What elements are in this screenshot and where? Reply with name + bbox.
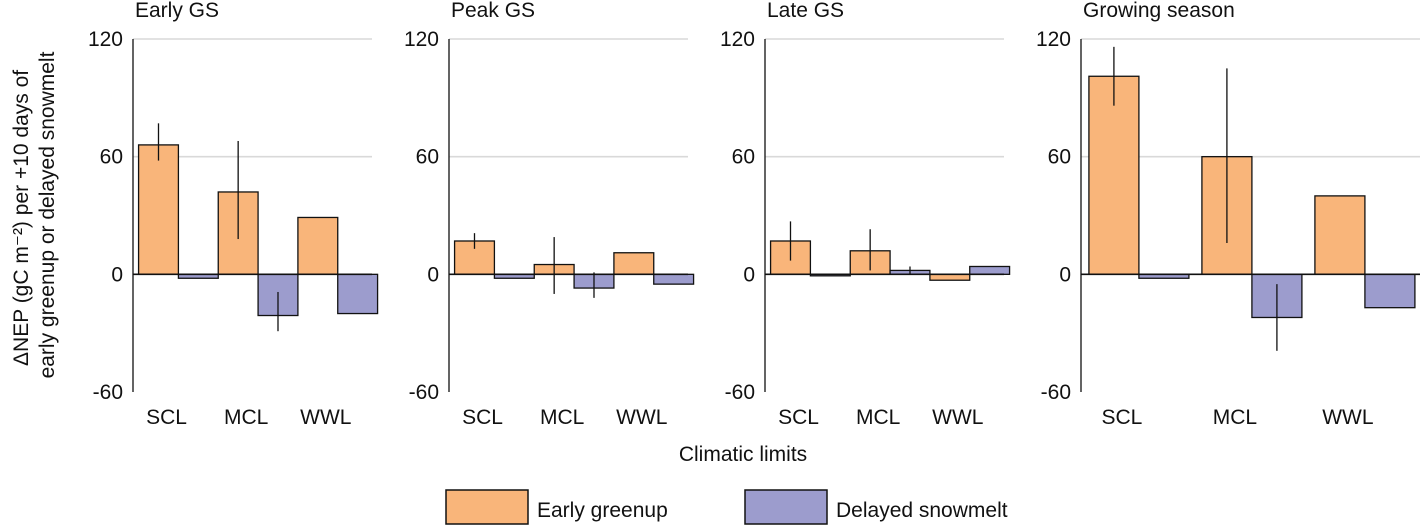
x-tick-label: WWL (932, 406, 983, 429)
legend-swatch-delayed-snowmelt (744, 489, 828, 525)
x-tick-label: MCL (540, 406, 584, 429)
y-tick-label: 120 (720, 28, 755, 51)
y-tick-label: 60 (100, 146, 123, 169)
legend: Early greenup Delayed snowmelt (445, 489, 1008, 525)
panel-title: Early GS (135, 0, 219, 22)
bar-scl-early-greenup (1088, 75, 1140, 275)
x-tick-label: SCL (1101, 406, 1142, 429)
y-tick-label: 60 (416, 146, 439, 169)
bar-wwl-delayed-snowmelt (337, 273, 379, 315)
y-tick-label: 120 (1036, 28, 1071, 51)
legend-label-early-greenup: Early greenup (537, 499, 668, 522)
y-axis-label: ΔNEP (gC m⁻²) per +10 days of early gree… (10, 51, 59, 378)
y-axis-label-line2: early greenup or delayed snowmelt (36, 51, 59, 378)
y-tick-label: -60 (725, 381, 755, 404)
chart-panels: Early GS 120 60 0 -60 SCL MCL WWL Peak GS 120 60 0 -… (88, 0, 1420, 429)
y-tick-label: 0 (427, 263, 439, 286)
panel-peak-gs: Peak GS 120 60 0 -60 SCL MCL WWL (404, 0, 695, 429)
bar-wwl-delayed-snowmelt (653, 273, 695, 285)
y-tick-label: -60 (1041, 381, 1071, 404)
panel-title: Peak GS (451, 0, 535, 22)
y-tick-label: -60 (93, 381, 123, 404)
x-tick-label: MCL (224, 406, 268, 429)
legend-swatch-early-greenup (445, 489, 529, 525)
panel-early-gs: Early GS 120 60 0 -60 SCL MCL WWL (88, 0, 379, 429)
bar-wwl-early-greenup (929, 273, 971, 281)
y-axis-label-line1: ΔNEP (gC m⁻²) per +10 days of (10, 70, 33, 366)
y-tick-label: 60 (1048, 146, 1071, 169)
bar-wwl-early-greenup (297, 216, 339, 275)
x-tick-label: SCL (146, 406, 187, 429)
bar-wwl-delayed-snowmelt (1364, 273, 1416, 309)
panel-title: Late GS (767, 0, 844, 22)
panel-title: Growing season (1083, 0, 1235, 22)
panel-growing-season: Growing season 120 60 0 -60 SCL MCL WWL (1036, 0, 1420, 429)
legend-label-delayed-snowmelt: Delayed snowmelt (836, 499, 1008, 522)
x-tick-label: WWL (1322, 406, 1373, 429)
x-tick-label: SCL (462, 406, 503, 429)
y-tick-label: 0 (111, 263, 123, 286)
bar-scl-early-greenup (137, 144, 180, 275)
panel-late-gs: Late GS 120 60 0 -60 SCL MCL WWL (720, 0, 1011, 429)
y-tick-label: 120 (404, 28, 439, 51)
x-axis-label: Climatic limits (679, 443, 807, 466)
x-tick-label: MCL (1213, 406, 1257, 429)
x-tick-label: SCL (778, 406, 819, 429)
bar-wwl-early-greenup (613, 252, 655, 275)
x-tick-label: WWL (300, 406, 351, 429)
y-tick-label: 120 (88, 28, 123, 51)
bar-wwl-early-greenup (1314, 195, 1366, 275)
bar-wwl-delayed-snowmelt (969, 265, 1011, 275)
y-tick-label: 0 (743, 263, 755, 286)
y-tick-label: -60 (409, 381, 439, 404)
y-tick-label: 0 (1059, 263, 1071, 286)
x-tick-label: MCL (856, 406, 900, 429)
x-tick-label: WWL (616, 406, 667, 429)
y-tick-label: 60 (732, 146, 755, 169)
